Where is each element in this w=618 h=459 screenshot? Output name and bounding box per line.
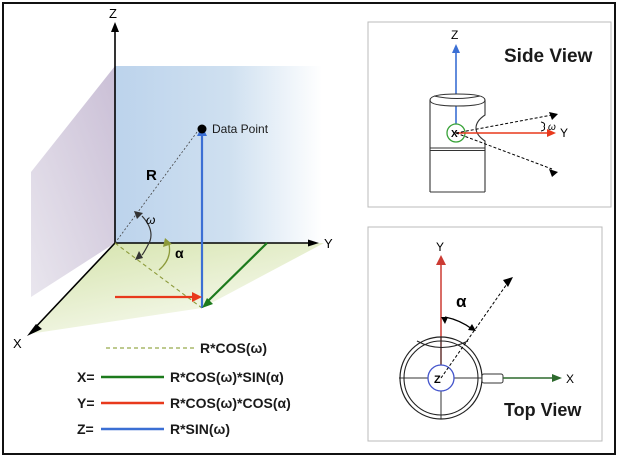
svg-text:Top View: Top View xyxy=(504,400,582,420)
svg-text:R: R xyxy=(146,167,157,184)
svg-text:Data Point: Data Point xyxy=(212,122,269,136)
svg-text:Z=: Z= xyxy=(77,421,94,437)
svg-text:Y: Y xyxy=(560,126,568,140)
svg-text:R*COS(ω)*SIN(α): R*COS(ω)*SIN(α) xyxy=(170,369,284,385)
svg-text:X: X xyxy=(451,129,458,140)
svg-text:R*COS(ω): R*COS(ω) xyxy=(200,340,267,356)
svg-text:α: α xyxy=(456,292,467,311)
svg-text:α: α xyxy=(175,245,184,261)
svg-text:Y=: Y= xyxy=(77,395,95,411)
svg-text:X: X xyxy=(13,336,22,351)
svg-text:Y: Y xyxy=(324,236,333,251)
svg-text:R*SIN(ω): R*SIN(ω) xyxy=(170,421,230,437)
svg-text:R*COS(ω)*COS(α): R*COS(ω)*COS(α) xyxy=(170,395,291,411)
svg-text:Z: Z xyxy=(451,28,458,42)
svg-text:Side View: Side View xyxy=(504,46,593,67)
svg-text:ω: ω xyxy=(548,122,556,133)
svg-text:Z: Z xyxy=(434,374,441,386)
svg-text:ω: ω xyxy=(146,213,155,227)
svg-text:Z: Z xyxy=(109,6,117,21)
svg-text:X=: X= xyxy=(77,369,95,385)
svg-text:X: X xyxy=(566,372,574,386)
svg-text:Y: Y xyxy=(436,240,444,254)
